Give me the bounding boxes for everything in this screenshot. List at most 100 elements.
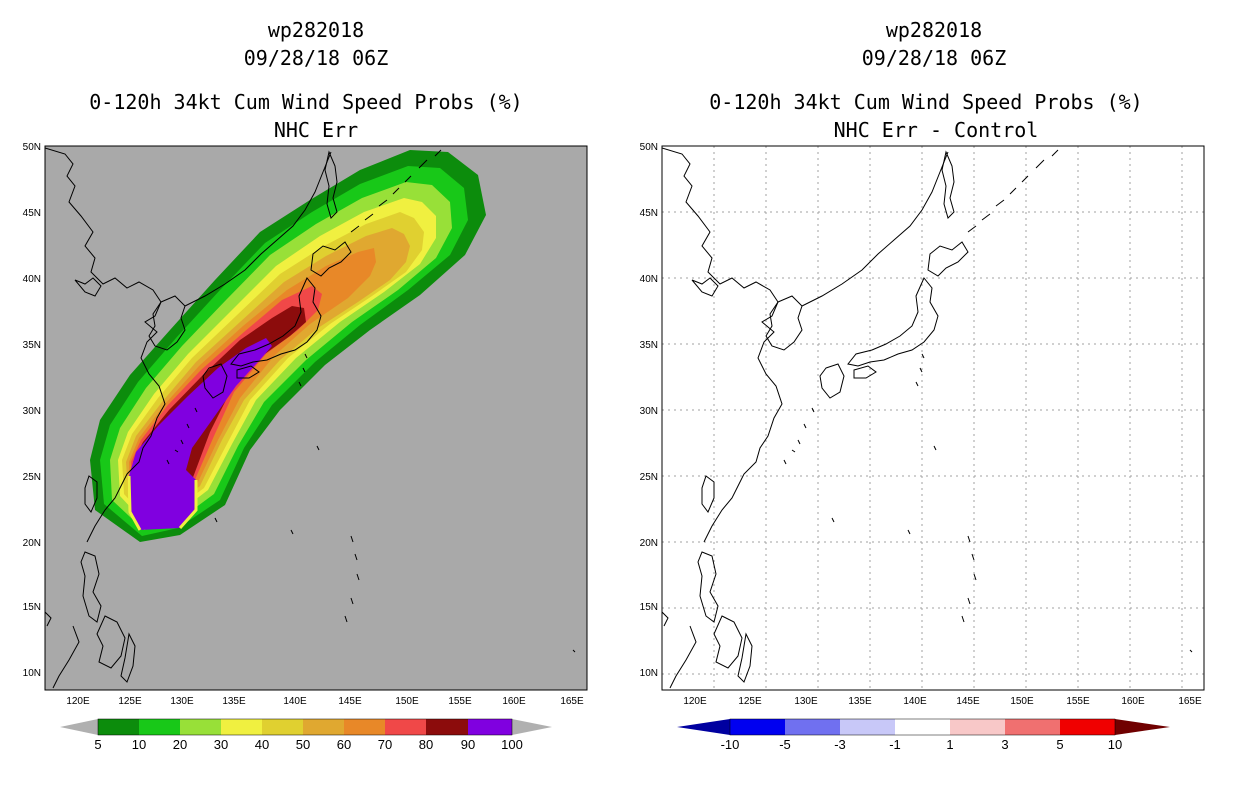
- left-storm-id: wp282018: [267, 18, 365, 42]
- lon-label: 160E: [1121, 696, 1145, 707]
- lat-label: 10N: [640, 668, 658, 679]
- colorbar-swatch: [1005, 719, 1060, 735]
- colorbar-right-arrow: [1115, 719, 1170, 735]
- colorbar-label: 70: [378, 737, 392, 752]
- colorbar-label: 5: [1056, 737, 1063, 752]
- colorbar-swatch: [950, 719, 1005, 735]
- lon-label: 130E: [170, 696, 194, 707]
- lat-label: 40N: [23, 274, 41, 285]
- colorbar-label: -10: [721, 737, 740, 752]
- probability-swath: [45, 147, 576, 689]
- colorbar-swatch: [730, 719, 785, 735]
- colorbar-label: 20: [173, 737, 187, 752]
- colorbar-swatch: [785, 719, 840, 735]
- lat-label: 15N: [640, 602, 658, 613]
- colorbar-swatch: [221, 719, 262, 735]
- colorbar-left-arrow: [60, 719, 98, 735]
- colorbar-swatch: [1060, 719, 1115, 735]
- lat-label: 25N: [640, 472, 658, 483]
- right-map-frame: [661, 145, 1205, 691]
- colorbar-swatch: [262, 719, 303, 735]
- colorbar-label: 50: [296, 737, 310, 752]
- colorbar-swatch: [180, 719, 221, 735]
- right-lon-labels: 120E 125E 130E 135E 140E 145E 150E 155E …: [683, 696, 1202, 707]
- colorbar-swatch: [344, 719, 385, 735]
- lon-label: 125E: [738, 696, 762, 707]
- lat-label: 15N: [23, 602, 41, 613]
- lon-label: 165E: [560, 696, 584, 707]
- left-subtitle: NHC Err: [273, 118, 359, 142]
- lon-label: 140E: [283, 696, 307, 707]
- colorbar-swatch: [139, 719, 180, 735]
- lat-label: 30N: [23, 406, 41, 417]
- colorbar-swatch: [426, 719, 468, 735]
- lon-label: 140E: [903, 696, 927, 707]
- right-datetime: 09/28/18 06Z: [861, 46, 1007, 70]
- lat-label: 10N: [23, 668, 41, 679]
- left-product-title: 0-120h 34kt Cum Wind Speed Probs (%): [89, 90, 523, 114]
- lat-label: 25N: [23, 472, 41, 483]
- colorbar-label: 10: [132, 737, 146, 752]
- colorbar-swatch: [840, 719, 895, 735]
- lat-label: 20N: [640, 538, 658, 549]
- lon-label: 165E: [1178, 696, 1202, 707]
- lat-label: 50N: [23, 142, 41, 153]
- colorbar-left-arrow: [677, 719, 730, 735]
- right-product-title: 0-120h 34kt Cum Wind Speed Probs (%): [709, 90, 1143, 114]
- colorbar-label: 3: [1001, 737, 1008, 752]
- colorbar-swatch: [98, 719, 139, 735]
- left-lat-labels: 50N 45N 40N 35N 30N 25N 20N 15N 10N: [23, 142, 41, 679]
- right-colorbar: -10 -5 -3 -1 1 3 5 10: [677, 718, 1170, 752]
- lon-label: 155E: [1066, 696, 1090, 707]
- colorbar-label: 60: [337, 737, 351, 752]
- left-colorbar: 5 10 20 30 40 50 60 70 80 90 100: [60, 718, 552, 752]
- lon-label: 120E: [683, 696, 707, 707]
- left-map-panel: [44, 145, 588, 691]
- left-map-frame: [44, 145, 588, 691]
- lat-label: 45N: [23, 208, 41, 219]
- lon-label: 150E: [395, 696, 419, 707]
- lon-label: 135E: [222, 696, 246, 707]
- lat-label: 45N: [640, 208, 658, 219]
- colorbar-swatch: [385, 719, 426, 735]
- colorbar-swatch: [468, 719, 512, 735]
- right-subtitle: NHC Err - Control: [833, 118, 1039, 142]
- right-map-panel: [661, 145, 1205, 691]
- lon-label: 160E: [502, 696, 526, 707]
- colorbar-label: 40: [255, 737, 269, 752]
- lon-label: 145E: [956, 696, 980, 707]
- lon-label: 150E: [1010, 696, 1034, 707]
- lon-label: 125E: [118, 696, 142, 707]
- colorbar-label: -3: [834, 737, 846, 752]
- right-lat-labels: 50N 45N 40N 35N 30N 25N 20N 15N 10N: [640, 142, 658, 679]
- colorbar-label: 5: [94, 737, 101, 752]
- lon-label: 135E: [848, 696, 872, 707]
- colorbar-swatch: [895, 719, 950, 735]
- colorbar-label: 80: [419, 737, 433, 752]
- colorbar-swatch: [303, 719, 344, 735]
- lon-label: 120E: [66, 696, 90, 707]
- lat-label: 30N: [640, 406, 658, 417]
- swath-band-100: [129, 338, 272, 530]
- lat-label: 20N: [23, 538, 41, 549]
- colorbar-right-arrow: [512, 719, 552, 735]
- left-datetime: 09/28/18 06Z: [243, 46, 389, 70]
- colorbar-label: 100: [501, 737, 523, 752]
- colorbar-label: -5: [779, 737, 791, 752]
- colorbar-label: 30: [214, 737, 228, 752]
- colorbar-label: 90: [461, 737, 475, 752]
- lat-label: 35N: [640, 340, 658, 351]
- right-storm-id: wp282018: [885, 18, 983, 42]
- lon-label: 155E: [448, 696, 472, 707]
- colorbar-label: 1: [946, 737, 953, 752]
- lat-label: 50N: [640, 142, 658, 153]
- colorbar-label: 10: [1108, 737, 1122, 752]
- right-map-background: [662, 146, 1204, 690]
- left-lon-labels: 120E 125E 130E 135E 140E 145E 150E 155E …: [66, 696, 584, 707]
- lon-label: 130E: [794, 696, 818, 707]
- colorbar-label: -1: [889, 737, 901, 752]
- lat-label: 40N: [640, 274, 658, 285]
- lat-label: 35N: [23, 340, 41, 351]
- lon-label: 145E: [338, 696, 362, 707]
